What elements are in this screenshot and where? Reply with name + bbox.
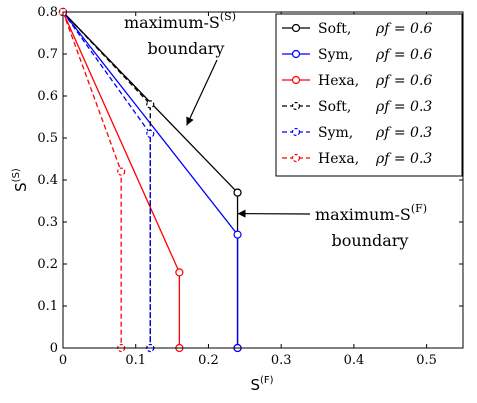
series-point-4 — [146, 129, 155, 138]
series-point-0 — [233, 188, 242, 197]
annotation-s-line1: maximum-S — [124, 13, 220, 32]
annotation-f-boundary: maximum-S(F) boundary — [237, 202, 427, 250]
y-tick-label: 0.6 — [37, 89, 58, 104]
legend-entry: Hexa, ρf = 0.6 — [282, 73, 432, 89]
annotation-f-line1: maximum-S — [315, 205, 411, 224]
x-tick-label: 0.3 — [271, 353, 292, 368]
series-line-3 — [62, 11, 151, 348]
legend-box — [275, 13, 463, 177]
legend-rho: ρf = 0.3 — [375, 99, 432, 115]
legend-label: Sym, — [318, 47, 353, 63]
annotation-s-line2: boundary — [148, 39, 225, 58]
legend-entry: Sym, ρf = 0.6 — [282, 47, 432, 63]
y-tick-label: 0.8 — [37, 5, 58, 20]
annotation-s-arrow — [186, 59, 218, 126]
legend-entry: Soft, ρf = 0.3 — [282, 99, 432, 115]
svg-text:maximum-S(F): maximum-S(F) — [315, 202, 427, 224]
x-tick-label: 0.1 — [125, 353, 146, 368]
series-point-5 — [117, 167, 126, 176]
y-tick-label: 0.4 — [37, 173, 58, 188]
legend-swatch-marker — [291, 153, 301, 163]
legend-label: Hexa, — [318, 73, 359, 89]
y-tick-label: 0.3 — [37, 215, 58, 230]
legend-label: Hexa, — [318, 151, 359, 167]
annotation-s-boundary: maximum-S(S) boundary — [124, 10, 236, 126]
annotation-f-sup: (F) — [411, 202, 427, 215]
legend-rho: ρf = 0.6 — [375, 21, 432, 37]
y-tick-label: 0 — [50, 341, 58, 356]
legend-swatch-marker — [291, 49, 301, 59]
series-line-4 — [62, 11, 151, 348]
legend-entry: Soft, ρf = 0.6 — [282, 21, 432, 37]
series-point-2 — [175, 268, 184, 277]
plot-lines — [58, 7, 242, 353]
x-tick-label: 0.2 — [198, 353, 219, 368]
annotation-s-sup: (S) — [220, 10, 236, 23]
x-tick-label: 0.5 — [416, 353, 437, 368]
y-tick-label: 0.1 — [37, 299, 58, 314]
legend-rho: ρf = 0.3 — [375, 125, 432, 141]
y-axis-label: S(S) — [11, 168, 30, 192]
annotation-f-line2: boundary — [332, 231, 409, 250]
legend-label: Sym, — [318, 125, 353, 141]
legend-swatch-marker — [291, 127, 301, 137]
legend-swatch-marker — [291, 101, 301, 111]
legend-rho: ρf = 0.3 — [375, 151, 432, 167]
legend-swatch-marker — [291, 75, 301, 85]
x-axis-label: S(F) — [250, 375, 273, 394]
y-tick-label: 0.5 — [37, 131, 58, 146]
legend-swatch-marker — [291, 23, 301, 33]
y-tick-label: 0.7 — [37, 47, 58, 62]
legend-rho: ρf = 0.6 — [375, 47, 432, 63]
x-tick-label: 0 — [59, 353, 67, 368]
svg-text:maximum-S(S): maximum-S(S) — [124, 10, 236, 32]
ticks: 0 0.1 0.2 0.3 0.4 0.5 0 0.1 0.2 0.3 0.4 0.5 0.6 0.7 0.… — [37, 5, 463, 368]
legend-rho: ρf = 0.6 — [375, 73, 432, 89]
series-point-1 — [233, 230, 242, 239]
legend-label: Soft, — [318, 21, 351, 37]
series-point-3 — [146, 100, 155, 109]
y-tick-label: 0.2 — [37, 257, 58, 272]
x-tick-label: 0.4 — [344, 353, 365, 368]
legend-entry: Hexa, ρf = 0.3 — [282, 151, 432, 167]
legend-label: Soft, — [318, 99, 351, 115]
legend-entry: Sym, ρf = 0.3 — [282, 125, 432, 141]
